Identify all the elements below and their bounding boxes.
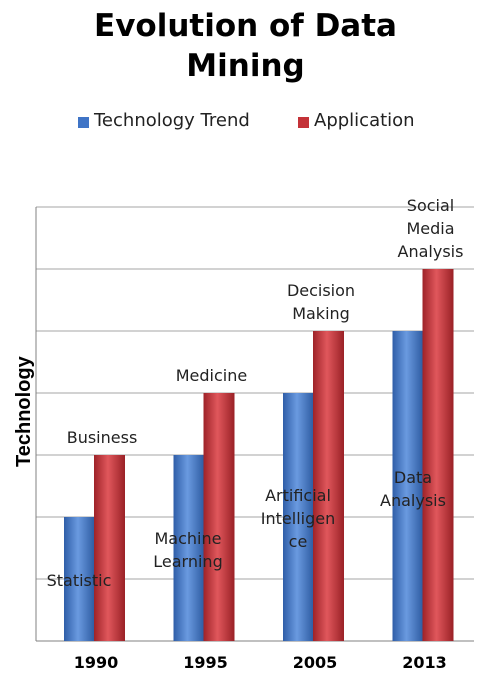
legend-label-application: Application [314, 110, 415, 131]
x-tick-label-2013: 2013 [402, 653, 447, 672]
legend-swatch-technology-trend [78, 117, 89, 128]
legend: Technology Trend Application [0, 108, 491, 134]
bar-technology-trend-1995 [173, 455, 205, 641]
bar-label-technology-trend: ce [289, 532, 308, 551]
chart-title-line-2: Mining [186, 48, 305, 84]
bar-label-technology-trend: Learning [153, 552, 222, 571]
bar-label-application: Social [407, 196, 454, 215]
bar-application-1990 [94, 455, 125, 641]
bar-label-application: Medicine [176, 366, 247, 385]
bar-application-2013 [422, 269, 454, 641]
legend-swatch-application [298, 117, 309, 128]
bar-label-technology-trend: Artificial [265, 486, 331, 505]
x-tick-label-1990: 1990 [74, 653, 119, 672]
bar-technology-trend-2005 [283, 393, 314, 641]
bar-technology-trend-2013 [392, 331, 424, 641]
bar-label-technology-trend: Analysis [380, 491, 446, 510]
bar-application-1995 [203, 393, 235, 641]
x-tick-label-2005: 2005 [293, 653, 338, 672]
bar-label-application: Decision [287, 281, 355, 300]
x-tick-label-1995: 1995 [183, 653, 228, 672]
bar-application-2005 [313, 331, 344, 641]
bar-label-technology-trend: Data [394, 468, 432, 487]
bar-label-application: Making [292, 304, 350, 323]
chart-title-line-1: Evolution of Data [94, 8, 397, 44]
chart-title: Evolution of Data Mining [0, 6, 491, 86]
bar-label-technology-trend: Statistic [47, 571, 112, 590]
y-axis-label: Technology [13, 355, 35, 467]
bar-label-application: Business [67, 428, 138, 447]
bar-label-application: Analysis [398, 242, 464, 261]
bar-label-application: Media [406, 219, 454, 238]
bar-label-technology-trend: Machine [155, 529, 222, 548]
bar-technology-trend-1990 [64, 517, 95, 641]
bar-label-technology-trend: Intelligen [261, 509, 335, 528]
legend-label-technology-trend: Technology Trend [94, 110, 250, 131]
